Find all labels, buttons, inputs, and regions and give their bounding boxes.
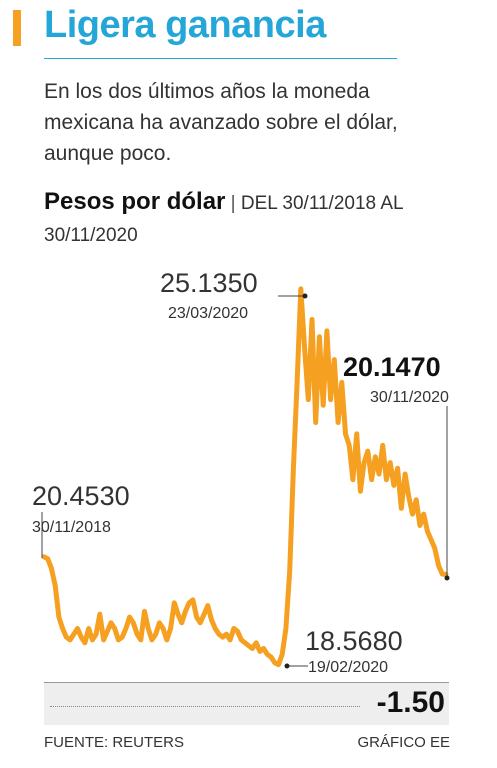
max-marker [302,293,308,299]
end-marker [444,575,450,581]
start-date-label: 30/11/2018 [32,519,111,536]
end-value-label: 20.1470 [343,352,441,382]
source-label: FUENTE: REUTERS [44,734,185,751]
units-line: Pesos por dólar | DEL 30/11/2018 AL 30/1… [44,186,484,252]
min-value-label: 18.5680 [305,626,403,656]
accent-bar [13,10,21,46]
max-value-label: 25.1350 [160,268,258,298]
series-line [41,286,449,668]
difference-dotted-line [50,706,360,707]
units-label: Pesos por dólar [44,188,226,215]
chart-subtitle: En los dos últimos años la moneda mexica… [44,80,398,165]
max-date-label: 23/03/2020 [168,305,248,322]
chart-title: Ligera ganancia [44,4,326,46]
start-value-label: 20.4530 [32,481,130,511]
units-date-range: DEL 30/11/2018 AL 30/11/2020 [44,193,403,246]
min-marker [284,663,290,669]
end-date-label: 30/11/2020 [370,389,449,406]
min-date-label: 19/02/2020 [308,659,388,676]
credit-label: GRÁFICO EE [357,734,450,751]
title-divider [44,58,397,59]
difference-value: -1.50 [376,686,445,719]
difference-box [44,683,449,725]
units-separator: | [230,193,236,214]
bottom-divider [44,682,449,683]
